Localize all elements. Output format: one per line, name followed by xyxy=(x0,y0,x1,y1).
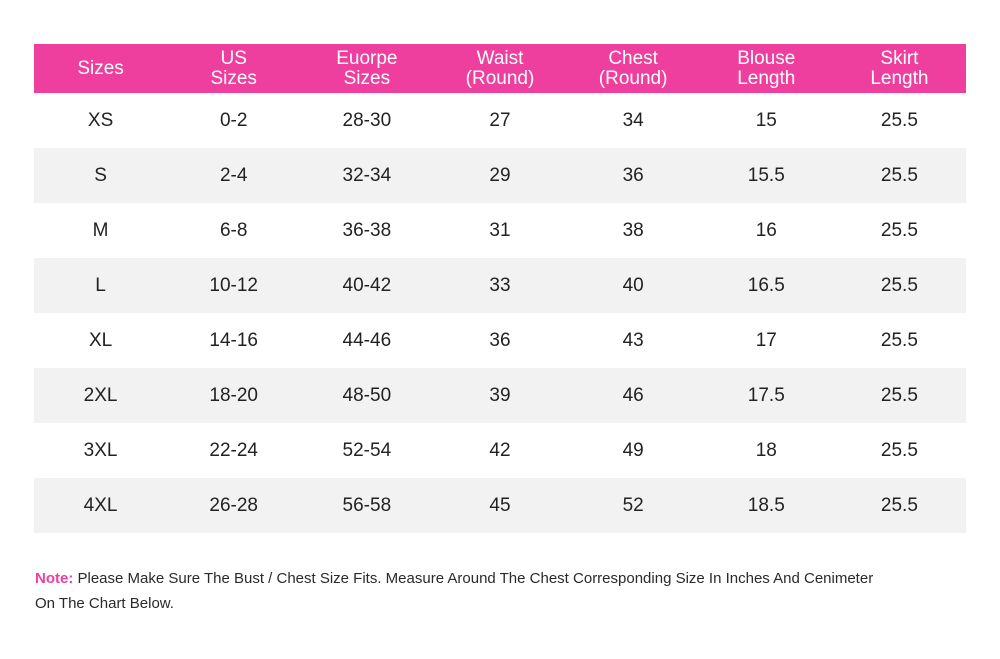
header-sizes-line-1: Sizes xyxy=(77,57,124,79)
cell-size: 4XL xyxy=(34,478,168,533)
cell-blouse-length: 15.5 xyxy=(699,148,833,203)
header-europe-sizes-line-2: Sizes xyxy=(343,67,391,89)
header-skirt-length-line-1: Skirt xyxy=(880,47,919,69)
cell-europe-size: 36-38 xyxy=(300,203,434,258)
cell-europe-size: 32-34 xyxy=(300,148,434,203)
table-row: XL 14-16 44-46 36 43 17 25.5 xyxy=(34,313,966,368)
cell-europe-size: 52-54 xyxy=(300,423,434,478)
header-chest-line-1: Chest xyxy=(608,47,658,69)
cell-chest: 40 xyxy=(566,258,700,313)
header-us-sizes-line-1: US xyxy=(220,47,247,69)
cell-waist: 31 xyxy=(433,203,567,258)
cell-chest: 43 xyxy=(566,313,700,368)
table-row: 3XL 22-24 52-54 42 49 18 25.5 xyxy=(34,423,966,478)
cell-waist: 45 xyxy=(433,478,567,533)
size-chart-table: Sizes US Sizes Euorpe Sizes Waist (Round… xyxy=(34,44,966,533)
header-blouse-length-line-1: Blouse xyxy=(737,47,796,69)
cell-us-size: 2-4 xyxy=(167,148,301,203)
cell-blouse-length: 18.5 xyxy=(699,478,833,533)
header-us-sizes-line-2: Sizes xyxy=(210,67,257,89)
cell-waist: 42 xyxy=(433,423,567,478)
cell-us-size: 10-12 xyxy=(167,258,301,313)
cell-blouse-length: 17.5 xyxy=(699,368,833,423)
cell-waist: 39 xyxy=(433,368,567,423)
cell-blouse-length: 16.5 xyxy=(699,258,833,313)
cell-us-size: 22-24 xyxy=(167,423,301,478)
header-blouse-length: Blouse Length xyxy=(699,44,833,93)
header-skirt-length-line-2: Length xyxy=(870,67,929,89)
cell-size: 3XL xyxy=(34,423,168,478)
size-chart-header: Sizes US Sizes Euorpe Sizes Waist (Round… xyxy=(34,44,966,93)
cell-skirt-length: 25.5 xyxy=(832,93,966,148)
header-skirt-length: Skirt Length xyxy=(832,44,966,93)
header-waist-line-1: Waist xyxy=(476,47,524,69)
table-row: S 2-4 32-34 29 36 15.5 25.5 xyxy=(34,148,966,203)
header-waist-line-2: (Round) xyxy=(465,67,535,89)
header-europe-sizes-line-1: Euorpe xyxy=(336,47,398,69)
cell-skirt-length: 25.5 xyxy=(832,203,966,258)
cell-waist: 36 xyxy=(433,313,567,368)
header-us-sizes: US Sizes xyxy=(167,44,301,93)
cell-skirt-length: 25.5 xyxy=(832,258,966,313)
cell-europe-size: 40-42 xyxy=(300,258,434,313)
table-row: 2XL 18-20 48-50 39 46 17.5 25.5 xyxy=(34,368,966,423)
cell-skirt-length: 25.5 xyxy=(832,423,966,478)
cell-waist: 33 xyxy=(433,258,567,313)
cell-chest: 52 xyxy=(566,478,700,533)
header-sizes: Sizes xyxy=(34,44,168,93)
cell-chest: 36 xyxy=(566,148,700,203)
cell-size: L xyxy=(34,258,168,313)
cell-blouse-length: 15 xyxy=(699,93,833,148)
header-row: Sizes US Sizes Euorpe Sizes Waist (Round… xyxy=(34,44,966,93)
cell-us-size: 6-8 xyxy=(167,203,301,258)
cell-us-size: 0-2 xyxy=(167,93,301,148)
header-europe-sizes: Euorpe Sizes xyxy=(300,44,434,93)
table-row: XS 0-2 28-30 27 34 15 25.5 xyxy=(34,93,966,148)
cell-us-size: 14-16 xyxy=(167,313,301,368)
table-row: L 10-12 40-42 33 40 16.5 25.5 xyxy=(34,258,966,313)
header-waist: Waist (Round) xyxy=(433,44,567,93)
size-note: Note: Please Make Sure The Bust / Chest … xyxy=(35,566,895,616)
cell-blouse-length: 17 xyxy=(699,313,833,368)
cell-europe-size: 28-30 xyxy=(300,93,434,148)
table-row: M 6-8 36-38 31 38 16 25.5 xyxy=(34,203,966,258)
cell-size: XS xyxy=(34,93,168,148)
cell-size: XL xyxy=(34,313,168,368)
cell-blouse-length: 18 xyxy=(699,423,833,478)
cell-skirt-length: 25.5 xyxy=(832,478,966,533)
cell-blouse-length: 16 xyxy=(699,203,833,258)
cell-europe-size: 56-58 xyxy=(300,478,434,533)
cell-skirt-length: 25.5 xyxy=(832,313,966,368)
header-chest-line-2: (Round) xyxy=(598,67,668,89)
cell-europe-size: 48-50 xyxy=(300,368,434,423)
cell-us-size: 18-20 xyxy=(167,368,301,423)
cell-skirt-length: 25.5 xyxy=(832,368,966,423)
table-row: 4XL 26-28 56-58 45 52 18.5 25.5 xyxy=(34,478,966,533)
cell-size: 2XL xyxy=(34,368,168,423)
cell-europe-size: 44-46 xyxy=(300,313,434,368)
cell-us-size: 26-28 xyxy=(167,478,301,533)
header-chest: Chest (Round) xyxy=(566,44,700,93)
note-text: Please Make Sure The Bust / Chest Size F… xyxy=(35,570,874,612)
size-chart-body: XS 0-2 28-30 27 34 15 25.5 S 2-4 32-34 2… xyxy=(34,93,966,533)
cell-size: M xyxy=(34,203,168,258)
cell-waist: 29 xyxy=(433,148,567,203)
cell-chest: 49 xyxy=(566,423,700,478)
cell-chest: 34 xyxy=(566,93,700,148)
header-blouse-length-line-2: Length xyxy=(737,67,796,89)
cell-chest: 38 xyxy=(566,203,700,258)
cell-size: S xyxy=(34,148,168,203)
cell-skirt-length: 25.5 xyxy=(832,148,966,203)
note-label: Note: xyxy=(35,570,74,587)
cell-waist: 27 xyxy=(433,93,567,148)
cell-chest: 46 xyxy=(566,368,700,423)
